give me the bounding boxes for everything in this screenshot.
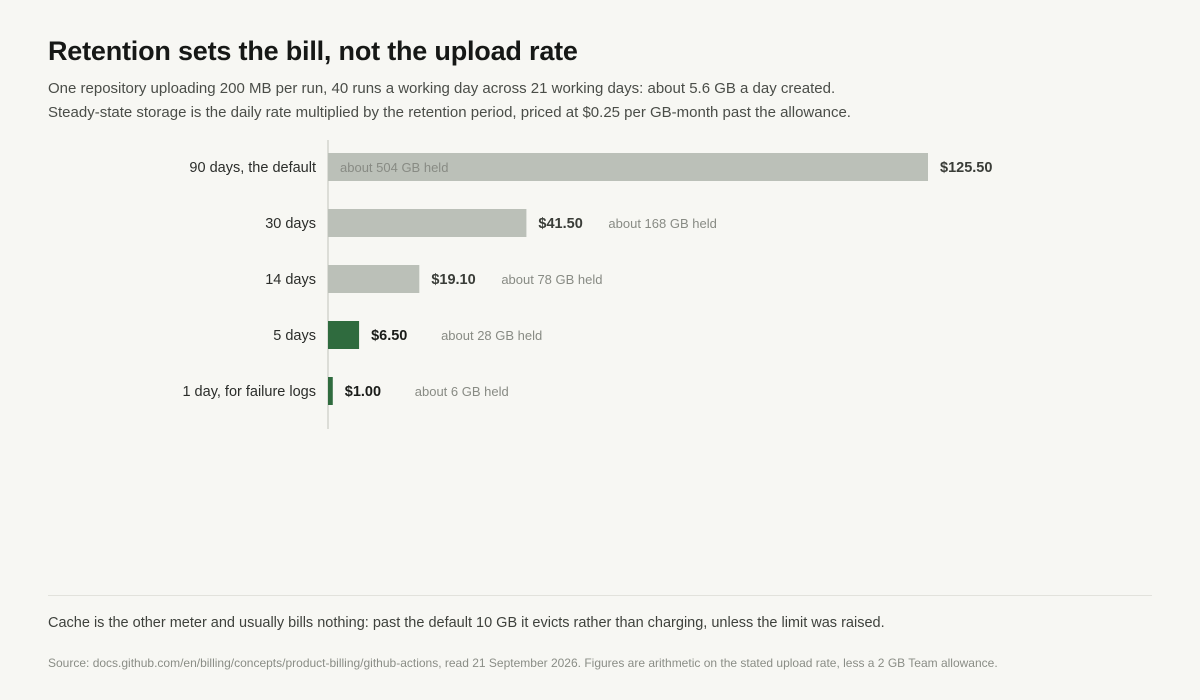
- value-label: $125.50: [940, 160, 992, 176]
- held-annotation: about 28 GB held: [441, 328, 542, 343]
- bar: [328, 265, 420, 293]
- chart-subtitle-line-1: One repository uploading 200 MB per run,…: [48, 80, 836, 97]
- value-label: $6.50: [371, 328, 407, 344]
- value-label: $41.50: [538, 216, 582, 232]
- held-annotation: about 6 GB held: [415, 384, 509, 399]
- held-annotation: about 168 GB held: [608, 216, 716, 231]
- bar: [328, 209, 527, 237]
- held-annotation: about 78 GB held: [501, 272, 602, 287]
- footer-divider: [48, 595, 1152, 596]
- category-label: 5 days: [273, 328, 316, 344]
- bar: [328, 321, 360, 349]
- category-label: 1 day, for failure logs: [182, 384, 316, 400]
- value-label: $1.00: [345, 384, 381, 400]
- category-label: 30 days: [265, 216, 316, 232]
- chart-title: Retention sets the bill, not the upload …: [48, 36, 578, 66]
- category-label: 90 days, the default: [189, 160, 316, 176]
- category-label: 14 days: [265, 272, 316, 288]
- chart-subtitle-line-2: Steady-state storage is the daily rate m…: [48, 104, 851, 121]
- bar-chart: 90 days, the default $125.50 about 504 GB …: [182, 140, 992, 429]
- bar: [328, 377, 333, 405]
- bar: [328, 153, 928, 181]
- held-annotation: about 504 GB held: [340, 160, 448, 175]
- source-note: Source: docs.github.com/en/billing/conce…: [48, 656, 998, 670]
- value-label: $19.10: [431, 272, 475, 288]
- footer-note: Cache is the other meter and usually bil…: [48, 615, 885, 631]
